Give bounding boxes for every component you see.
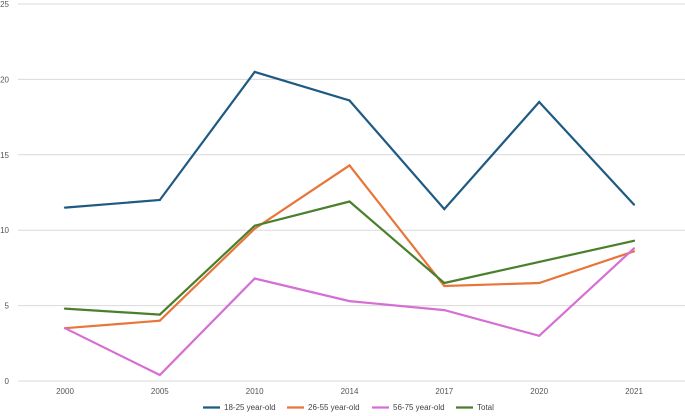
y-tick-label: 20 — [0, 75, 9, 84]
series-lines — [63, 70, 636, 377]
data-point — [632, 250, 636, 253]
x-tick-label: 2010 — [246, 387, 264, 396]
data-point — [632, 239, 636, 242]
data-point — [158, 313, 161, 316]
legend-label: 56-75 year-old — [393, 403, 445, 412]
data-point — [348, 164, 351, 167]
data-point — [443, 309, 446, 312]
data-point — [63, 327, 67, 330]
y-tick-label: 25 — [0, 0, 9, 9]
series-line-3 — [64, 247, 635, 377]
x-tick-label: 2014 — [341, 387, 359, 396]
y-tick-label: 0 — [5, 377, 10, 386]
series-line-1 — [64, 70, 635, 211]
data-point — [348, 200, 351, 203]
legend-label: Total — [477, 403, 494, 412]
data-point — [158, 373, 161, 377]
data-point — [443, 284, 446, 288]
data-point — [443, 281, 446, 285]
data-point — [63, 307, 67, 310]
series-line-4 — [64, 200, 635, 316]
x-tick-label: 2017 — [435, 387, 453, 396]
series-line-2 — [64, 163, 635, 330]
data-point — [538, 100, 541, 104]
legend-label: 26-55 year-old — [308, 403, 360, 412]
data-point — [253, 227, 256, 230]
y-tick-label: 10 — [0, 226, 9, 235]
data-point — [538, 281, 541, 285]
legend-label: 18-25 year-old — [224, 403, 276, 412]
data-point — [158, 198, 161, 202]
x-tick-label: 2020 — [530, 387, 548, 396]
data-point — [632, 247, 636, 250]
x-tick-label: 2000 — [56, 387, 74, 396]
data-point — [253, 224, 256, 227]
legend: 18-25 year-old 26-55 year-old 56-75 year-o… — [203, 403, 494, 412]
x-tick-label: 2005 — [151, 387, 169, 396]
data-point — [443, 207, 446, 211]
data-point — [632, 203, 636, 206]
data-point — [253, 70, 256, 73]
data-point — [538, 260, 541, 263]
data-point — [158, 319, 161, 322]
x-axis-ticks: 2000 2005 2010 2014 2017 2020 2021 — [56, 387, 643, 396]
data-point — [253, 277, 256, 280]
data-point — [538, 334, 541, 337]
data-point — [63, 206, 67, 209]
data-point — [348, 299, 351, 303]
y-tick-label: 15 — [0, 151, 9, 160]
x-tick-label: 2021 — [625, 387, 643, 396]
y-tick-label: 5 — [5, 302, 10, 311]
data-point — [348, 99, 351, 102]
gridlines — [18, 3, 685, 382]
y-axis-ticks: 0 5 10 15 20 25 — [0, 0, 9, 386]
